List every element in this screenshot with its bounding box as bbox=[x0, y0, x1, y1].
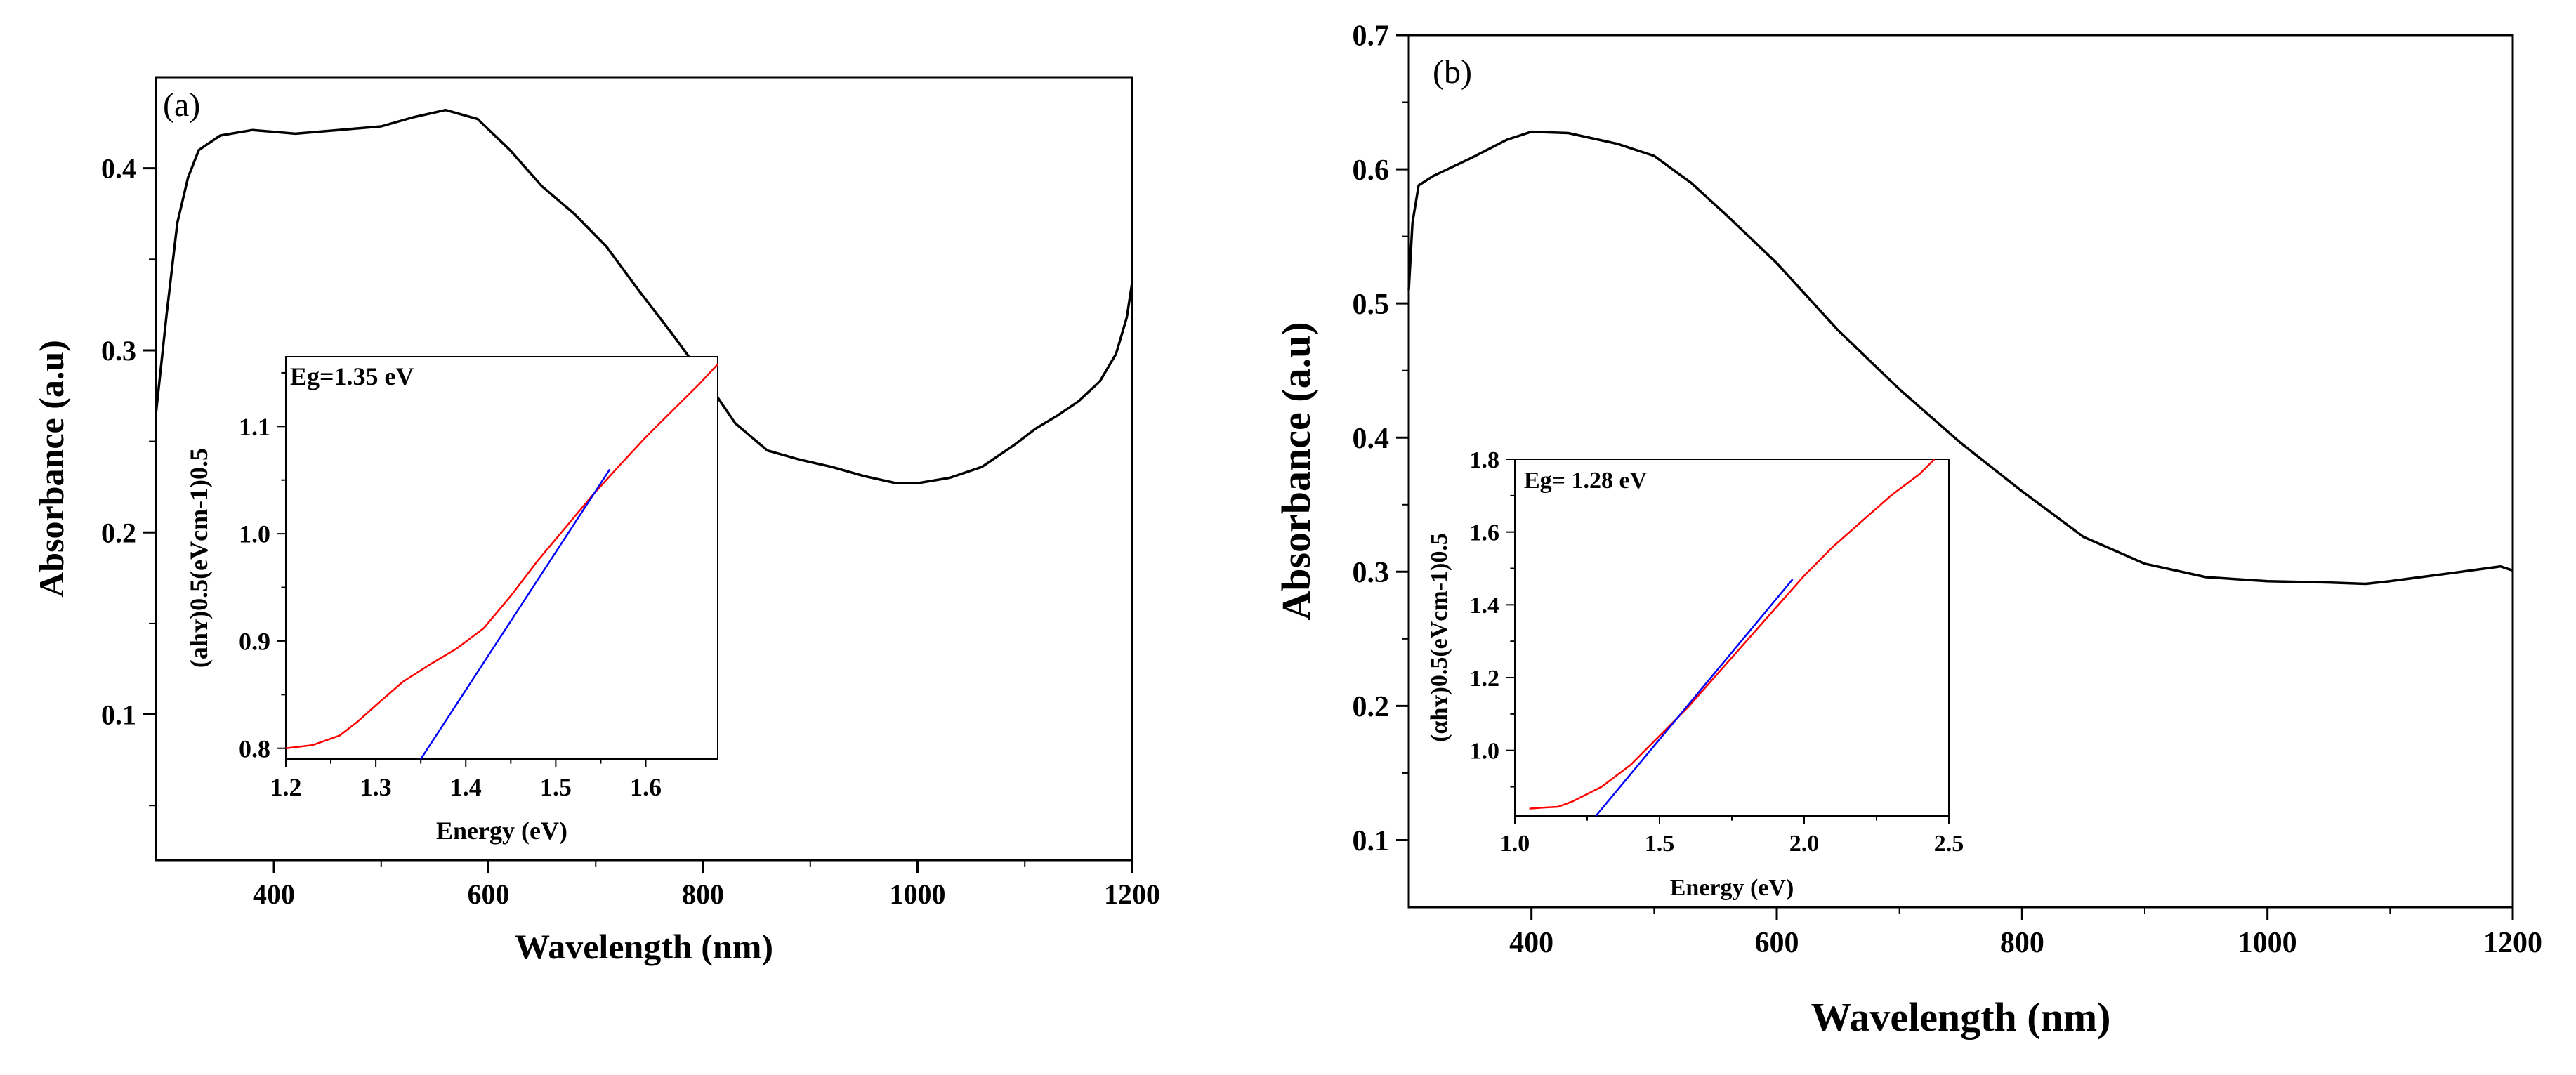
x-axis-title: Wavelength (nm) bbox=[515, 927, 773, 966]
x-tick-label: 800 bbox=[682, 878, 724, 910]
inset-background bbox=[1515, 459, 1949, 816]
x-tick-label: 400 bbox=[1509, 927, 1553, 959]
inset-x-tick-label: 1.5 bbox=[540, 773, 572, 801]
inset-plot-frame bbox=[285, 356, 718, 760]
x-tick-label: 600 bbox=[468, 878, 510, 910]
inset-y-tick-label: 1.8 bbox=[1470, 447, 1500, 473]
chart-panel-b: 400 600 800 1000 1200 0.1 0.2 0.3 0.4 0.5 0.6 0.7 (b… bbox=[1273, 20, 2542, 1040]
x-tick-label: 800 bbox=[2000, 927, 2044, 959]
x-tick-label: 1200 bbox=[2483, 927, 2542, 959]
inset-y-tick-label: 1.4 bbox=[1470, 593, 1500, 619]
inset-x-tick-label: 1.5 bbox=[1645, 831, 1675, 857]
inset-series-line-data bbox=[1529, 459, 1936, 810]
x-tick-label: 1200 bbox=[1104, 878, 1160, 910]
inset-x-tick-label: 2.0 bbox=[1789, 831, 1820, 857]
inset-y-tick-label: 1.1 bbox=[239, 413, 270, 441]
panel-label: (b) bbox=[1433, 53, 1472, 91]
plot-frame bbox=[1407, 34, 2514, 909]
x-tick-label: 1000 bbox=[890, 878, 946, 910]
inset-series-line-fit bbox=[1595, 579, 1794, 817]
y-axis-title: Absorbance (a.u) bbox=[32, 340, 71, 598]
chart-panel-a: 400 600 800 1000 1200 0.1 0.2 0.3 0.4 (a) Waveleng… bbox=[32, 76, 1160, 966]
y-axis-title: Absorbance (a.u) bbox=[1273, 322, 1319, 620]
y-tick-label: 0.3 bbox=[1353, 557, 1390, 589]
inset-x-tick-label: 1.3 bbox=[360, 773, 392, 801]
inset-series-line-data bbox=[285, 363, 718, 749]
inset-x-tick-label: 1.0 bbox=[1500, 831, 1530, 857]
y-tick-label: 0.4 bbox=[1353, 423, 1390, 455]
inset-y-tick-label: 1.0 bbox=[239, 520, 270, 548]
y-tick-label: 0.2 bbox=[101, 517, 136, 548]
x-tick-label: 1000 bbox=[2238, 927, 2297, 959]
inset-y-tick-label: 1.6 bbox=[1470, 520, 1500, 546]
inset-y-tick-label: 1.0 bbox=[1470, 739, 1500, 765]
inset-x-tick-label: 1.6 bbox=[630, 773, 662, 801]
plot-frame bbox=[155, 76, 1133, 862]
x-tick-label: 600 bbox=[1755, 927, 1799, 959]
inset-chart: 1.2 1.3 1.4 1.5 1.6 0.8 0.9 1.0 1.1 Eg=1.35 eV Ene… bbox=[185, 356, 718, 845]
y-tick-label: 0.2 bbox=[1353, 691, 1390, 723]
inset-y-axis-title: (αhʏ)0.5(eVcm-1)0.5 bbox=[1426, 533, 1452, 742]
series-line-absorbance bbox=[155, 108, 1133, 484]
panel-label: (a) bbox=[163, 86, 200, 124]
inset-series-line-fit bbox=[420, 468, 611, 760]
inset-x-tick-label: 1.4 bbox=[450, 773, 482, 801]
inset-y-tick-label: 0.8 bbox=[239, 734, 270, 763]
y-tick-label: 0.1 bbox=[1353, 825, 1390, 857]
y-tick-label: 0.5 bbox=[1353, 289, 1390, 321]
band-gap-annotation: Eg= 1.28 eV bbox=[1524, 468, 1648, 494]
inset-y-tick-label: 1.2 bbox=[1470, 666, 1500, 692]
inset-chart: 1.0 1.5 2.0 2.5 1.0 1.2 1.4 1.6 1.8 Eg= 1.28 eV En… bbox=[1426, 447, 1964, 901]
x-axis-title: Wavelength (nm) bbox=[1811, 994, 2111, 1040]
series-line-absorbance bbox=[1407, 130, 2513, 586]
y-tick-label: 0.6 bbox=[1353, 154, 1390, 187]
inset-background bbox=[286, 357, 718, 759]
inset-x-tick-label: 2.5 bbox=[1934, 831, 1964, 857]
y-tick-label: 0.3 bbox=[101, 335, 136, 367]
y-tick-label: 0.7 bbox=[1353, 20, 1390, 53]
inset-x-tick-label: 1.2 bbox=[270, 773, 302, 801]
x-tick-label: 400 bbox=[253, 878, 295, 910]
inset-x-axis-title: Energy (eV) bbox=[1670, 875, 1794, 901]
y-tick-label: 0.4 bbox=[101, 153, 136, 185]
inset-x-axis-title: Energy (eV) bbox=[436, 817, 567, 845]
inset-y-axis-title: (ahʏ)0.5(eVcm-1)0.5 bbox=[185, 448, 213, 668]
inset-y-tick-label: 0.9 bbox=[239, 628, 270, 656]
band-gap-annotation: Eg=1.35 eV bbox=[290, 362, 414, 390]
y-tick-label: 0.1 bbox=[101, 699, 136, 731]
